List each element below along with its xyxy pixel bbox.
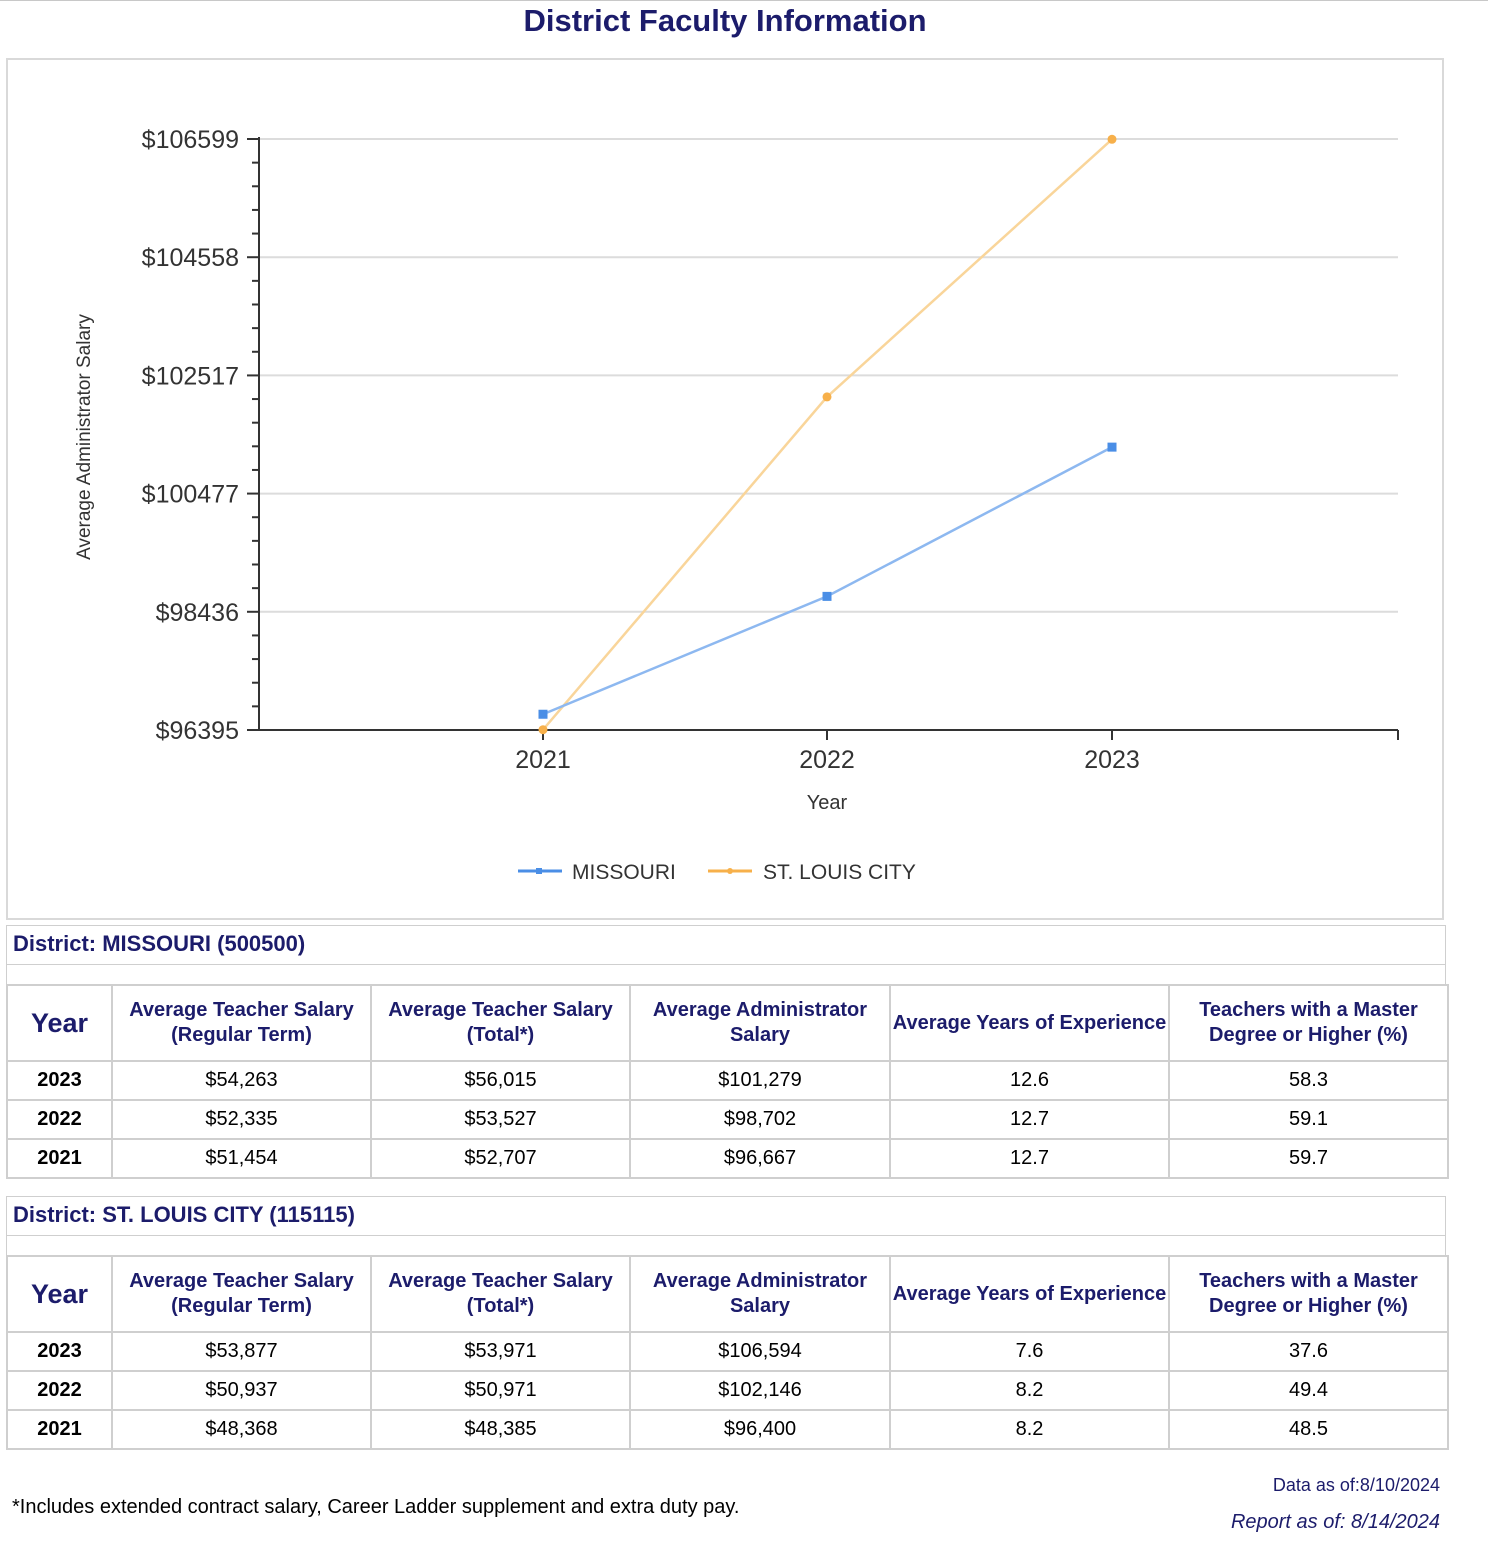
column-header: Year — [6, 984, 113, 1062]
y-tick-label: $102517 — [142, 362, 239, 390]
chart-container: $96395 $98436 $100477 $102517 $104558 $106599… — [6, 58, 1444, 920]
column-header: Teachers with a Master Degree or Higher … — [1168, 1255, 1449, 1333]
table-cell: 12.7 — [889, 1099, 1170, 1140]
data-point — [822, 392, 832, 402]
data-as-of: Data as of:8/10/2024 — [1272, 1475, 1440, 1495]
series-line-st-louis-city — [542, 138, 1113, 731]
table-cell: 2023 — [6, 1331, 113, 1372]
y-tick-label: $106599 — [142, 126, 239, 154]
chart-series — [538, 134, 1117, 735]
y-axis-label: Average Administrator Salary — [74, 314, 95, 560]
table-cell: $106,594 — [629, 1331, 891, 1372]
table-cell: $52,335 — [111, 1099, 372, 1140]
table-cell: 2022 — [6, 1370, 113, 1411]
table-cell: $96,667 — [629, 1138, 891, 1179]
legend-label: MISSOURI — [572, 861, 676, 884]
report-as-of: Report as of: 8/14/2024 — [1230, 1511, 1440, 1533]
table-cell: 37.6 — [1168, 1331, 1449, 1372]
table-cell: $48,385 — [370, 1409, 631, 1450]
district-heading-missouri: District: MISSOURI (500500) — [6, 925, 1446, 965]
table-row: 2021 $51,454 $52,707 $96,667 12.7 59.7 — [6, 1138, 1449, 1179]
table-cell: 2023 — [6, 1060, 113, 1101]
chart-legend: MISSOURI ST. LOUIS CITY — [518, 861, 916, 884]
column-header: Average Administrator Salary — [629, 984, 891, 1062]
y-tick-label: $104558 — [142, 244, 239, 272]
table-cell: 7.6 — [889, 1331, 1170, 1372]
column-header: Teachers with a Master Degree or Higher … — [1168, 984, 1449, 1062]
table-cell: 8.2 — [889, 1409, 1170, 1450]
x-axis-ticks: 2021 2022 2023 — [515, 730, 1140, 774]
column-header: Average Teacher Salary (Regular Term) — [111, 984, 372, 1062]
data-table-st-louis-city: Year Average Teacher Salary (Regular Ter… — [6, 1255, 1449, 1450]
table-cell: $48,368 — [111, 1409, 372, 1450]
x-axis-label: Year — [807, 792, 848, 814]
table-cell: $56,015 — [370, 1060, 631, 1101]
table-cell: 12.7 — [889, 1138, 1170, 1179]
column-header: Average Years of Experience — [889, 984, 1170, 1062]
table-row: 2023 $54,263 $56,015 $101,279 12.6 58.3 — [6, 1060, 1449, 1101]
table-header-row: Year Average Teacher Salary (Regular Ter… — [6, 984, 1449, 1062]
legend-marker — [536, 868, 542, 874]
table-cell: $98,702 — [629, 1099, 891, 1140]
chart-gridlines — [259, 138, 1398, 613]
column-header: Average Years of Experience — [889, 1255, 1170, 1333]
table-cell: 48.5 — [1168, 1409, 1449, 1450]
table-cell: $53,527 — [370, 1099, 631, 1140]
table-cell: 58.3 — [1168, 1060, 1449, 1101]
table-spacer — [6, 1236, 1446, 1256]
data-point — [538, 709, 548, 719]
table-cell: $102,146 — [629, 1370, 891, 1411]
line-chart: $96395 $98436 $100477 $102517 $104558 $106599… — [74, 126, 1399, 884]
column-header: Average Administrator Salary — [629, 1255, 891, 1333]
table-cell: 59.7 — [1168, 1138, 1449, 1179]
column-header: Year — [6, 1255, 113, 1333]
table-cell: $50,937 — [111, 1370, 372, 1411]
table-cell: $96,400 — [629, 1409, 891, 1450]
table-spacer — [6, 965, 1446, 985]
legend-marker — [727, 868, 733, 874]
data-point — [1107, 134, 1117, 144]
x-tick-label: 2023 — [1084, 746, 1140, 774]
x-tick-label: 2021 — [515, 746, 571, 774]
table-cell: $50,971 — [370, 1370, 631, 1411]
y-tick-label: $100477 — [142, 481, 239, 509]
district-heading-st-louis-city: District: ST. LOUIS CITY (115115) — [6, 1196, 1446, 1236]
table-cell: 2022 — [6, 1099, 113, 1140]
column-header: Average Teacher Salary (Regular Term) — [111, 1255, 372, 1333]
data-point — [1107, 442, 1117, 452]
table-row: 2023 $53,877 $53,971 $106,594 7.6 37.6 — [6, 1331, 1449, 1372]
chart-axes — [258, 137, 1399, 740]
x-tick-label: 2022 — [799, 746, 855, 774]
table-cell: 12.6 — [889, 1060, 1170, 1101]
table-header-row: Year Average Teacher Salary (Regular Ter… — [6, 1255, 1449, 1333]
table-cell: $101,279 — [629, 1060, 891, 1101]
y-axis-ticks: $96395 $98436 $100477 $102517 $104558 $106599 — [142, 126, 259, 745]
table-cell: $54,263 — [111, 1060, 372, 1101]
column-header: Average Teacher Salary (Total*) — [370, 984, 631, 1062]
table-cell: $53,971 — [370, 1331, 631, 1372]
column-header: Average Teacher Salary (Total*) — [370, 1255, 631, 1333]
table-cell: 2021 — [6, 1409, 113, 1450]
table-cell: $53,877 — [111, 1331, 372, 1372]
table-cell: 8.2 — [889, 1370, 1170, 1411]
table-cell: 2021 — [6, 1138, 113, 1179]
y-tick-label: $96395 — [156, 717, 239, 745]
table-row: 2022 $52,335 $53,527 $98,702 12.7 59.1 — [6, 1099, 1449, 1140]
top-divider — [0, 0, 1488, 1]
data-table-missouri: Year Average Teacher Salary (Regular Ter… — [6, 984, 1449, 1179]
footnote: *Includes extended contract salary, Care… — [12, 1496, 740, 1518]
data-point — [822, 591, 832, 601]
data-point — [538, 725, 548, 735]
table-cell: $51,454 — [111, 1138, 372, 1179]
table-cell: 49.4 — [1168, 1370, 1449, 1411]
series-line-missouri — [542, 446, 1113, 716]
table-cell: 59.1 — [1168, 1099, 1449, 1140]
table-row: 2021 $48,368 $48,385 $96,400 8.2 48.5 — [6, 1409, 1449, 1450]
page-title: District Faculty Information — [523, 3, 927, 38]
y-tick-label: $98436 — [156, 599, 239, 627]
table-row: 2022 $50,937 $50,971 $102,146 8.2 49.4 — [6, 1370, 1449, 1411]
table-cell: $52,707 — [370, 1138, 631, 1179]
legend-label: ST. LOUIS CITY — [763, 861, 916, 884]
